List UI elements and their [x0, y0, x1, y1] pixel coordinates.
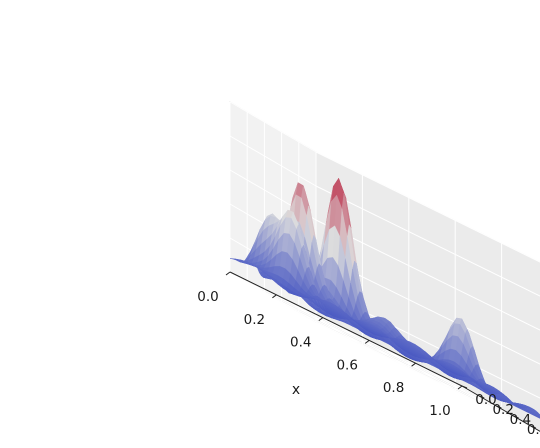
y-tick-mark — [479, 395, 485, 399]
x-tick-mark — [457, 385, 463, 390]
grid-y-floor — [264, 291, 497, 407]
x-axis-ticks: 0.0 0.2 0.4 0.6 0.8 1.0 — [197, 271, 463, 419]
x-tick-label: 0.8 — [383, 380, 404, 396]
y-axis-ticks: 0.00.20.40.60.81.0 — [461, 385, 540, 438]
grid-z-back — [315, 151, 540, 263]
x-tick-mark — [411, 362, 416, 367]
x-tick-label: 0.6 — [336, 357, 357, 373]
y-tick-label: 0.4 — [510, 412, 531, 428]
x-tick-label: 0.2 — [244, 312, 265, 328]
grid-y-floor — [246, 281, 480, 397]
x-tick-mark — [364, 339, 370, 344]
x-tick-label: 0.0 — [197, 289, 218, 305]
x-tick-mark — [225, 271, 231, 276]
grid-z-left — [229, 101, 317, 153]
x-axis-line — [229, 271, 463, 387]
grid-y-floor — [281, 301, 514, 417]
x-tick-label: 1.0 — [429, 403, 450, 419]
grid-z-back — [315, 219, 540, 331]
y-tick-mark — [513, 415, 519, 419]
grid-z-left — [229, 135, 317, 187]
y-tick-mark — [461, 385, 468, 389]
x-tick-mark — [318, 317, 324, 322]
x-tick-label: 0.4 — [290, 335, 311, 351]
y-tick-label: 0.2 — [492, 402, 513, 418]
y-tick-mark — [496, 405, 502, 409]
grid-z-back — [315, 321, 540, 433]
x-axis-label: x — [292, 382, 300, 398]
grid-y-floor — [298, 311, 532, 427]
x-tick-mark — [272, 294, 277, 299]
y-tick-mark — [530, 425, 536, 429]
surface-plot — [229, 177, 540, 419]
y-tick-label: 0.6 — [527, 422, 540, 438]
y-tick-label: 0.0 — [475, 392, 496, 408]
surface-patch — [456, 374, 464, 377]
grid-z-back — [315, 185, 540, 297]
